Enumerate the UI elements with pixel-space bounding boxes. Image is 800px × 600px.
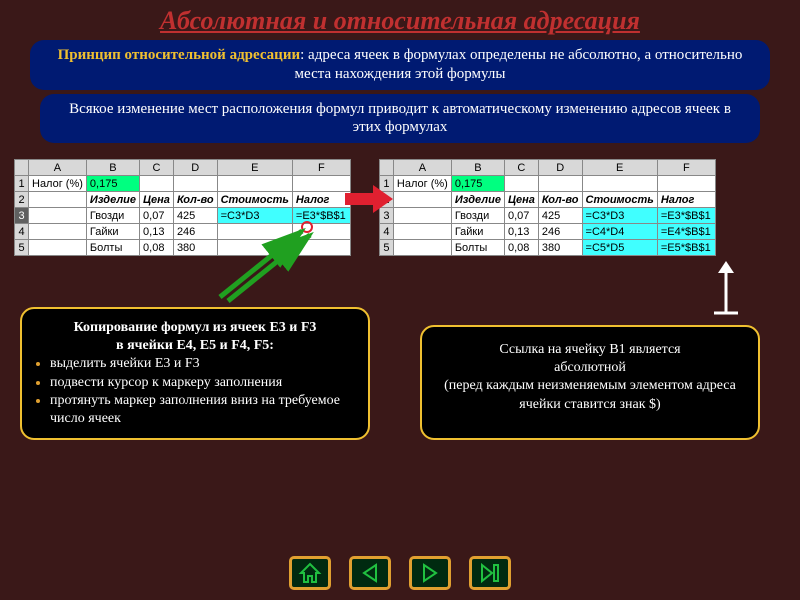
copy-lead-1: Копирование формул из ячеек Е3 и F3 (34, 319, 356, 337)
copy-lead-2: в ячейки Е4, Е5 и F4, F5: (34, 337, 356, 355)
nav-end-button[interactable] (469, 556, 511, 590)
nav-bar (0, 556, 800, 590)
copy-step: подвести курсор к маркеру заполнения (50, 374, 356, 392)
consequence-box: Всякое изменение мест расположения форму… (40, 94, 760, 144)
nav-prev-button[interactable] (349, 556, 391, 590)
abs-l3c: ) (656, 397, 661, 412)
green-arrow-icon (210, 225, 320, 305)
abs-l1a: Ссылка на ячейку (499, 342, 609, 357)
principle-box: Принцип относительной адресации: адреса … (30, 40, 770, 90)
abs-word: абсолютной (554, 360, 626, 375)
copy-instructions-box: Копирование формул из ячеек Е3 и F3 в яч… (20, 307, 370, 440)
abs-dollar: $ (649, 397, 656, 412)
nav-home-button[interactable] (289, 556, 331, 590)
principle-label: Принцип относительной адресации (58, 47, 301, 63)
principle-text: : адреса ячеек в формулах определены не … (295, 47, 743, 82)
nav-next-button[interactable] (409, 556, 451, 590)
abs-l3a: (перед каждым неизменяемым элементом адр… (444, 378, 736, 411)
up-arrow-icon (708, 259, 748, 319)
copy-step: выделить ячейки Е3 и F3 (50, 355, 356, 373)
spreadsheet-right: ABCDEF1Налог (%)0,1752ИзделиеЦенаКол-воС… (379, 159, 716, 256)
copy-steps-list: выделить ячейки Е3 и F3подвести курсор к… (50, 355, 356, 428)
absolute-ref-box: Ссылка на ячейку B1 является абсолютной … (420, 325, 760, 440)
copy-step: протянуть маркер заполнения вниз на треб… (50, 392, 356, 428)
page-title: Абсолютная и относительная адресация (0, 0, 800, 36)
abs-cell-ref: B1 (609, 342, 625, 357)
abs-l1c: является (626, 342, 681, 357)
